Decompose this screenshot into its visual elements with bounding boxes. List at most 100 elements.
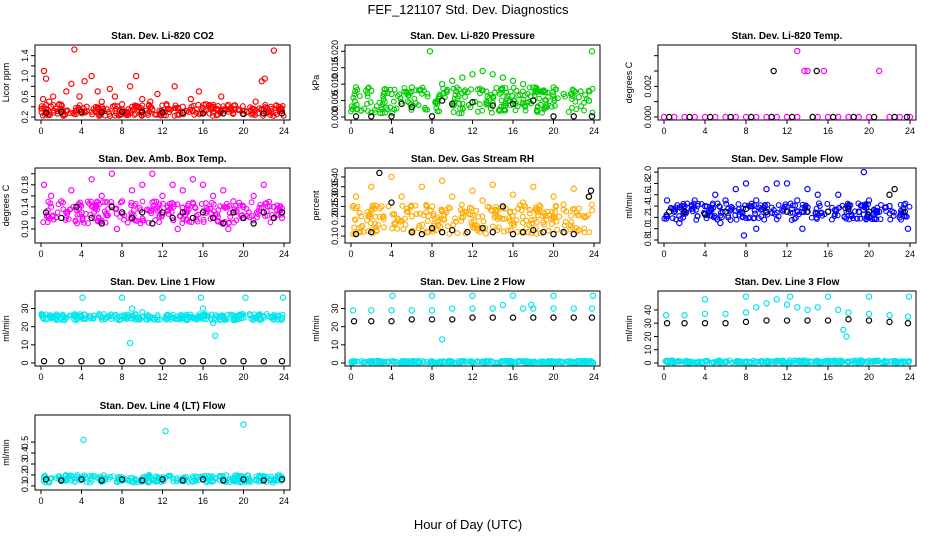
data-point-band — [758, 206, 765, 213]
data-point-band — [262, 213, 268, 219]
data-point-band — [369, 359, 376, 366]
data-point-series-1 — [753, 225, 760, 232]
data-point-band — [352, 230, 359, 237]
data-point-band — [581, 107, 588, 114]
data-point-band — [889, 208, 896, 215]
x-tick-label: 4 — [702, 249, 707, 259]
data-point-band — [381, 86, 388, 93]
data-point-band — [852, 208, 858, 215]
y-tick-label: 1.8 — [643, 177, 653, 190]
data-point-series-2 — [824, 317, 832, 324]
data-point-series-2 — [376, 169, 383, 177]
data-point-series-2 — [179, 209, 186, 216]
data-point-series-1 — [368, 307, 375, 314]
data-point-band — [192, 314, 199, 321]
data-point-band — [537, 101, 544, 108]
data-point-series-1 — [187, 95, 195, 103]
data-point-series-2 — [540, 228, 547, 236]
data-point-band — [405, 92, 412, 99]
data-point-series-1 — [76, 93, 83, 100]
data-point-series-2 — [665, 113, 673, 121]
data-point-band — [349, 106, 356, 113]
data-point-band — [488, 92, 495, 98]
data-point-band — [524, 359, 531, 366]
data-point-band — [416, 222, 423, 229]
data-point-band — [800, 209, 807, 216]
data-point-band — [71, 478, 78, 485]
data-point-band — [211, 475, 218, 481]
data-point-band — [131, 112, 138, 118]
x-tick-label: 0 — [661, 372, 666, 382]
data-point-series-2 — [118, 357, 126, 365]
data-point-band — [85, 220, 91, 227]
y-tick-label: 0.000 — [330, 106, 340, 129]
data-point-band — [827, 358, 834, 365]
data-point-series-1 — [773, 296, 780, 303]
data-point-series-1 — [804, 185, 811, 193]
data-point-band — [513, 87, 520, 94]
plot-frame — [34, 290, 291, 367]
data-point-series-1 — [149, 314, 156, 321]
data-point-band — [459, 105, 466, 112]
y-tick-label: 1.6 — [643, 188, 653, 201]
data-point-band — [191, 204, 198, 211]
data-point-band — [253, 473, 260, 480]
data-point-series-2 — [352, 230, 360, 238]
data-point-series-1 — [449, 193, 456, 200]
data-point-series-2 — [78, 357, 85, 365]
data-point-band — [526, 207, 533, 213]
data-point-band — [578, 103, 585, 110]
data-point-band — [456, 100, 463, 107]
data-point-series-2 — [809, 113, 816, 121]
data-point-series-2 — [530, 97, 537, 104]
data-point-band — [192, 476, 199, 483]
data-point-band — [513, 217, 520, 224]
data-point-series-1 — [111, 93, 119, 100]
data-point-band — [536, 95, 543, 102]
x-tick-label: 12 — [467, 126, 477, 136]
data-point-band — [235, 312, 242, 319]
data-point-series-2 — [865, 208, 873, 215]
data-point-band — [113, 210, 120, 217]
data-point-band — [794, 208, 801, 215]
data-point-series-1 — [81, 78, 88, 85]
data-point-band — [550, 92, 557, 99]
data-point-band — [501, 215, 508, 222]
panel-title: Stan. Dev. Amb. Box Temp. — [98, 154, 226, 165]
data-point-series-1 — [824, 293, 832, 300]
data-point-series-1 — [174, 225, 181, 233]
data-point-band — [129, 312, 136, 319]
data-point-band — [232, 317, 239, 324]
data-point-band — [568, 219, 575, 225]
y-axis-label: ml/min — [1, 315, 11, 342]
data-point-series-1 — [195, 88, 203, 95]
data-point-series-1 — [388, 90, 395, 98]
data-point-band — [835, 205, 842, 211]
data-point-series-1 — [40, 181, 48, 188]
data-point-series-2 — [73, 203, 80, 211]
y-tick-label: 0.000 — [643, 106, 653, 129]
data-point-series-2 — [408, 228, 415, 236]
data-point-series-2 — [550, 230, 557, 238]
data-point-series-2 — [891, 185, 898, 193]
data-point-band — [437, 223, 444, 230]
data-point-series-1 — [499, 301, 507, 309]
x-tick-label: 24 — [279, 372, 289, 382]
data-point-series-1 — [550, 292, 557, 300]
data-point-series-1 — [352, 193, 360, 200]
y-tick-label: 0 — [20, 360, 30, 365]
data-point-band — [494, 216, 501, 223]
data-point-series-1 — [835, 191, 842, 198]
x-tick-label: 4 — [79, 496, 84, 506]
data-point-band — [377, 110, 384, 117]
data-point-band — [134, 315, 141, 322]
data-point-band — [417, 86, 424, 93]
data-point-band — [515, 205, 522, 212]
data-point-series-1 — [47, 192, 55, 200]
y-axis-label: ml/min — [1, 439, 11, 466]
data-point-band — [148, 208, 155, 214]
data-point-series-2 — [108, 203, 116, 211]
data-point-band — [131, 202, 138, 209]
data-point-series-2 — [179, 357, 186, 365]
data-point-band — [369, 357, 376, 364]
